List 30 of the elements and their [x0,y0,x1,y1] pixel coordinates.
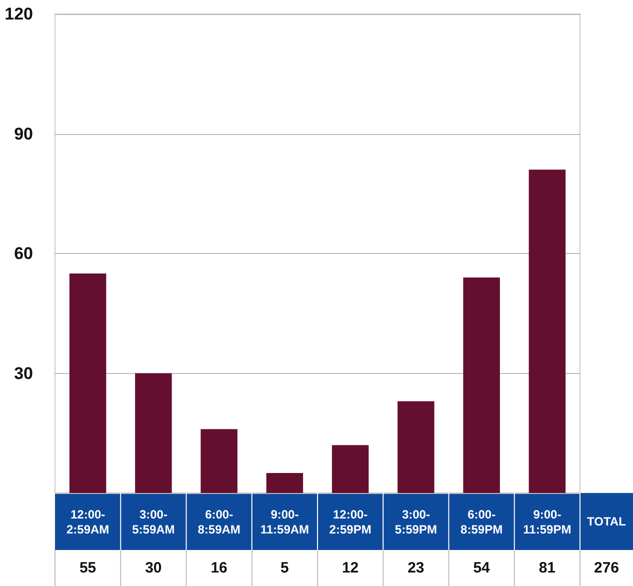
x-tick-label: 3:00-5:59PM [394,508,437,536]
bar [463,277,500,493]
bar [200,429,238,493]
data-label: 23 [408,560,424,576]
data-label: 55 [79,560,96,576]
x-tick-label: 6:00-8:59AM [198,508,240,536]
x-tick-label: 3:00-5:59AM [132,508,175,536]
x-tick-label: 9:00-11:59PM [523,508,572,536]
bar [266,473,304,493]
x-tick-label: 9:00-11:59AM [260,508,310,536]
data-label: 30 [145,560,162,576]
text: TOTAL [587,514,626,528]
x-tick-label: 6:00-8:59PM [460,508,503,536]
y-tick-label: 30 [14,364,33,383]
x-tick-label: 12:00-2:59PM [329,508,372,536]
y-tick-label: 90 [14,124,33,144]
text: 276 [594,560,620,576]
data-label: 81 [538,560,556,576]
data-label: 16 [210,560,228,576]
bar [528,170,566,493]
y-tick-label: 120 [4,4,33,24]
bar [69,273,106,493]
x-tick-label: 12:00-2:59AM [66,508,110,536]
bar [332,445,369,493]
data-label: 12 [342,560,359,576]
bar [135,373,172,493]
data-label: 54 [473,560,491,576]
y-tick-label: 60 [14,244,33,263]
data-label: 5 [280,560,289,576]
bar [398,401,434,493]
